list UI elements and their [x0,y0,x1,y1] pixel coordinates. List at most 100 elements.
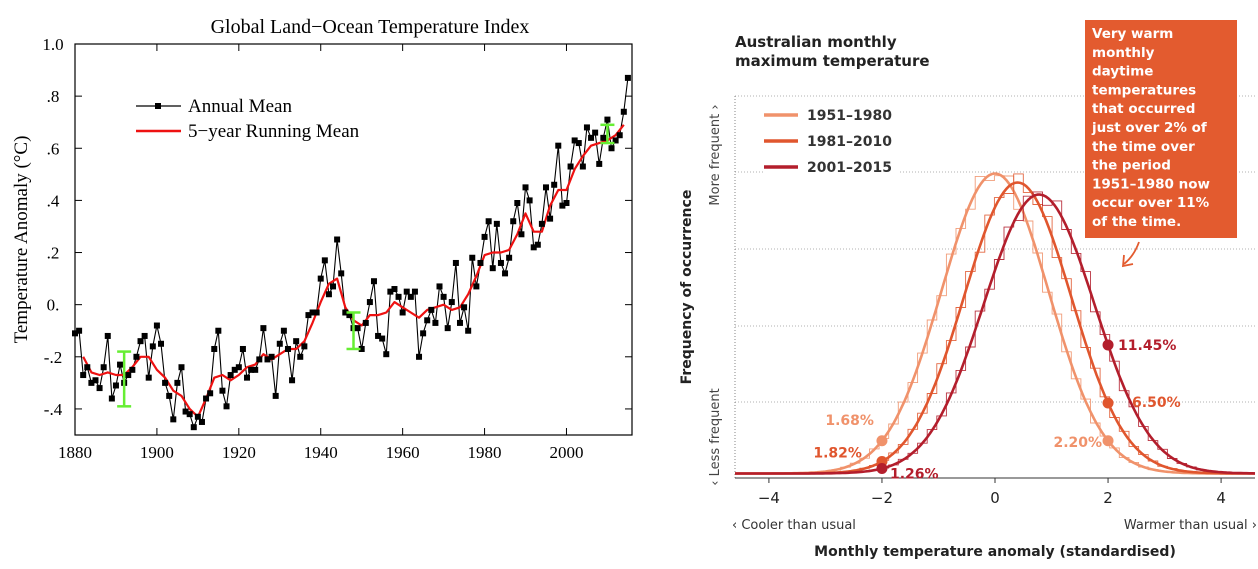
annotation-line: of the time. [1092,214,1181,230]
annual-mean-point [321,257,328,264]
annual-mean-point [301,343,308,350]
annual-mean-point [534,241,541,248]
annual-mean-point [493,220,500,227]
annual-mean-point [563,200,570,207]
annual-mean-point [592,129,599,136]
annual-mean-point [231,366,238,373]
annual-mean-point [264,356,271,363]
annual-mean-point [211,345,218,352]
annual-mean-point [342,309,349,316]
less-frequent-label: ‹ Less frequent [708,388,723,485]
annual-mean-point [80,372,87,379]
annual-mean-point [338,270,345,277]
annual-mean-point [129,366,136,373]
annual-mean-point [575,140,582,147]
annual-mean-point [88,379,95,386]
legend-label: 1981–2010 [807,134,892,150]
annual-mean-point [542,184,549,191]
legend-label: 2001–2015 [807,160,892,176]
annual-mean-point [428,306,435,313]
annual-mean-point [530,244,537,251]
annual-mean-point [305,312,312,319]
annual-mean-point [141,332,148,339]
annual-mean-point [522,184,529,191]
annual-mean-point [518,231,525,238]
annual-mean-point [448,299,455,306]
annual-mean-point [223,403,230,410]
annual-mean-point [600,134,607,141]
annotation-box [1085,20,1237,238]
annual-mean-point [166,392,173,399]
annual-mean-point [297,353,304,360]
annual-mean-point [158,340,165,347]
annual-mean-point [616,132,623,139]
annual-mean-point [330,283,337,290]
annual-mean-point [456,319,463,326]
annual-mean-point [506,254,513,261]
annual-mean-point [346,312,353,319]
annual-mean-point [153,322,160,329]
annual-mean-point [583,124,590,131]
annual-mean-point [248,366,255,373]
y-tick-label: .8 [47,87,60,106]
annual-mean-point [432,319,439,326]
annual-mean-point [227,372,234,379]
annual-mean-point [203,395,210,402]
annual-mean-point [268,353,275,360]
x-tick-label: 1960 [386,443,420,462]
annual-mean-point [76,327,83,334]
annual-mean-point [293,338,300,345]
annual-mean-point [272,392,279,399]
annotation-line: 1951–1980 now [1092,176,1210,192]
annual-mean-point [579,163,586,170]
annual-mean-point [444,325,451,332]
highlight-point [876,435,888,447]
annual-mean-point [403,288,410,295]
annual-mean-point [198,418,205,425]
annual-mean-point [194,413,201,420]
annual-mean-point [559,202,566,209]
annual-mean-point [420,330,427,337]
annual-mean-point [317,275,324,282]
y-tick-label: 1.0 [42,35,63,54]
annotation-line: the period [1092,158,1171,174]
annotation-line: daytime [1092,64,1153,80]
legend-bg [764,157,899,175]
point-label: 2.20% [1053,435,1102,451]
y-axis-label: Temperature Anomaly (°C) [11,136,32,344]
annual-mean-point [489,265,496,272]
annual-mean-point [125,372,132,379]
x-tick-label: 1900 [140,443,174,462]
highlight-point [1102,397,1114,409]
annotation-line: the time over [1092,139,1195,155]
highlight-point [1102,339,1114,351]
annual-mean-point [174,379,181,386]
annual-mean-point [284,345,291,352]
annual-mean-point [354,325,361,332]
annual-mean-point [526,197,533,204]
annual-mean-point [137,338,144,345]
x-tick-label: 1980 [468,443,502,462]
cooler-label: ‹ Cooler than usual [732,518,856,533]
x-tick-label: −2 [871,489,893,507]
annual-mean-point [178,364,185,371]
annual-mean-point [608,145,615,152]
annual-mean-point [104,332,111,339]
annual-mean-point [473,283,480,290]
annual-mean-point [72,330,78,337]
y-tick-label: -.4 [44,400,63,419]
annotation-line: monthly [1092,45,1155,61]
annual-mean-point [358,345,365,352]
annual-mean-point [440,293,447,300]
annual-mean-point [133,353,140,360]
annual-mean-point [485,218,492,225]
annual-mean-point [588,134,595,141]
annual-mean-point [112,382,119,389]
annual-mean-point [551,181,558,188]
annual-mean-point [309,309,316,316]
annual-mean-point [510,218,517,225]
annual-mean-point [383,351,390,358]
annual-mean-point [436,283,443,290]
annual-mean-point [391,286,398,293]
annual-mean-point [555,142,562,149]
